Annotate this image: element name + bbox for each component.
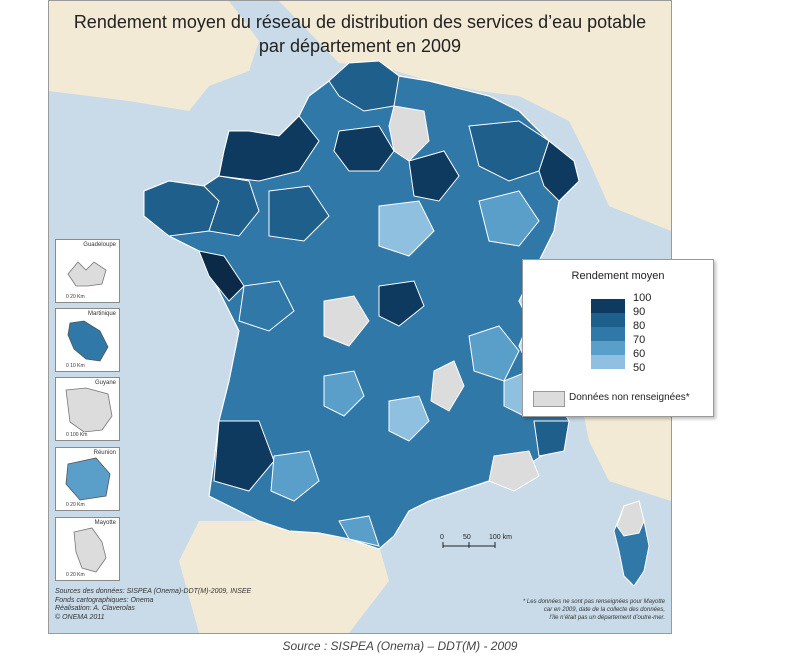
dept-aube (408, 150, 460, 202)
inset-scale-mayotte: 0 20 Km (66, 572, 85, 578)
legend: Rendement moyen 100 90 80 70 60 50 Donné… (522, 259, 714, 417)
uk-land (49, 1, 259, 111)
footnote-line1: * Les données ne sont pas renseignées po… (522, 599, 665, 605)
dept-landes-dark (213, 420, 275, 492)
dept-nord (328, 60, 400, 112)
legend-value-90: 90 (633, 306, 646, 318)
inset-scale-martinique: 0 10 Km (66, 363, 85, 369)
legend-value-100: 100 (633, 292, 652, 304)
scale-label-mid: 50 (463, 534, 471, 541)
inset-scale-guyane: 0 100 Km (66, 432, 88, 438)
footnote-line3: l’île n’était pas un département d’outre… (549, 615, 665, 621)
map-title-line2: par département en 2009 (258, 36, 462, 56)
legend-value-50: 50 (633, 362, 646, 374)
mayotte-shape (73, 527, 107, 573)
inset-label-reunion: Réunion (93, 450, 116, 456)
legend-value-80: 80 (633, 320, 646, 332)
legend-swatch-80-90 (591, 313, 625, 327)
neighbor-land-spain (179, 521, 389, 633)
dept-franche-comte (478, 190, 540, 247)
corsica-no-data (616, 500, 645, 537)
dept-rhone-alpes-light (468, 325, 520, 382)
scale-bar: 0 50 100 km (439, 534, 519, 554)
inset-scale-reunion: 0 20 Km (66, 502, 85, 508)
guyane-shape (65, 387, 113, 433)
legend-no-data-label: Données non renseignées* (569, 392, 690, 403)
dept-limousin-nodata (323, 295, 370, 347)
inset-scale-guadeloupe: 0 20 Km (66, 294, 85, 300)
inset-label-martinique: Martinique (87, 311, 116, 317)
dept-poitou (238, 280, 295, 332)
inset-label-mayotte: Mayotte (94, 520, 116, 526)
inset-label-guyane: Guyane (94, 380, 116, 386)
reunion-shape (65, 457, 111, 501)
inset-label-guadeloupe: Guadeloupe (83, 242, 116, 248)
dept-lozere-light (388, 395, 430, 442)
dept-var-nodata (488, 450, 540, 492)
departments (143, 60, 580, 547)
legend-value-70: 70 (633, 334, 646, 346)
source-caption: Source : SISPEA (Onema) – DDT(M) - 2009 (282, 639, 518, 653)
footnote: * Les données ne sont pas renseignées po… (435, 598, 665, 622)
dept-normandy (218, 115, 320, 182)
inset-mayotte: Mayotte 0 20 Km (55, 517, 120, 581)
credits-line4: © ONEMA 2011 (55, 613, 105, 621)
scale-label-end: 100 km (489, 534, 512, 541)
credits-line2: Fonds cartographiques: Onema (55, 596, 154, 604)
dept-pyrenees-orientales (338, 515, 380, 547)
inset-guadeloupe: Guadeloupe 0 20 Km (55, 239, 120, 303)
footnote-line2: car en 2009, date de la collecte des don… (543, 607, 665, 613)
credits-line1: Sources des données: SISPEA (Onema)-DDT(… (55, 588, 252, 595)
legend-swatch-90-100 (591, 299, 625, 313)
legend-swatch-no-data (533, 391, 565, 407)
dept-vendee-dark (198, 250, 245, 302)
dept-cantal-light (323, 370, 365, 417)
dept-burgundy-light (378, 200, 435, 257)
martinique-shape (67, 320, 109, 362)
legend-value-60: 60 (633, 348, 646, 360)
dept-ardeche-nodata (430, 360, 465, 412)
dept-alsace (538, 140, 580, 202)
dept-allier (378, 280, 425, 327)
inset-guyane: Guyane 0 100 Km (55, 377, 120, 441)
dept-alpes-maritimes (533, 420, 570, 457)
inset-martinique: Martinique 0 10 Km (55, 308, 120, 372)
credits: Sources des données: SISPEA (Onema)-DDT(… (55, 588, 251, 622)
guadeloupe-shape (67, 261, 107, 287)
dept-loire-center (268, 185, 330, 242)
scale-bar-line (442, 542, 496, 548)
scale-label-zero: 0 (440, 534, 444, 541)
map-title-line1: Rendement moyen du réseau de distributio… (73, 12, 647, 32)
inset-reunion: Réunion 0 20 Km (55, 447, 120, 511)
legend-swatch-60-70 (591, 341, 625, 355)
legend-swatch-50-60 (591, 355, 625, 369)
dept-paris-region (333, 125, 395, 172)
neighbor-land-north (279, 1, 671, 231)
legend-title: Rendement moyen (571, 270, 665, 282)
dept-gers-light (270, 450, 320, 502)
legend-swatch-70-80 (591, 327, 625, 341)
credits-line3: Réalisation: A. Claverolas (55, 605, 135, 612)
